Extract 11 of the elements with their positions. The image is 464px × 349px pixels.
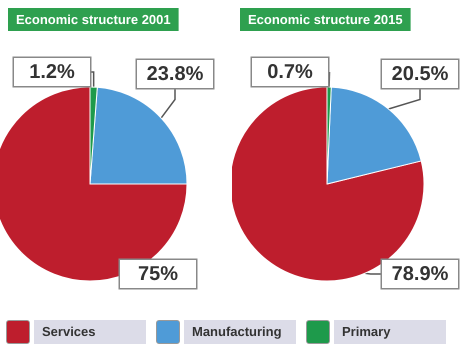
data-label: 20.5% bbox=[392, 63, 449, 85]
legend-label: Primary bbox=[334, 320, 446, 344]
chart-title: Economic structure 2015 bbox=[248, 12, 403, 27]
legend-label: Manufacturing bbox=[184, 320, 296, 344]
legend-label: Services bbox=[34, 320, 146, 344]
data-label: 78.9% bbox=[392, 263, 449, 285]
data-label: 23.8% bbox=[146, 63, 204, 85]
data-label: 0.7% bbox=[267, 61, 314, 83]
chart-title: Economic structure 2001 bbox=[16, 12, 171, 27]
data-label: 75% bbox=[138, 263, 178, 285]
data-label: 1.2% bbox=[29, 61, 76, 83]
